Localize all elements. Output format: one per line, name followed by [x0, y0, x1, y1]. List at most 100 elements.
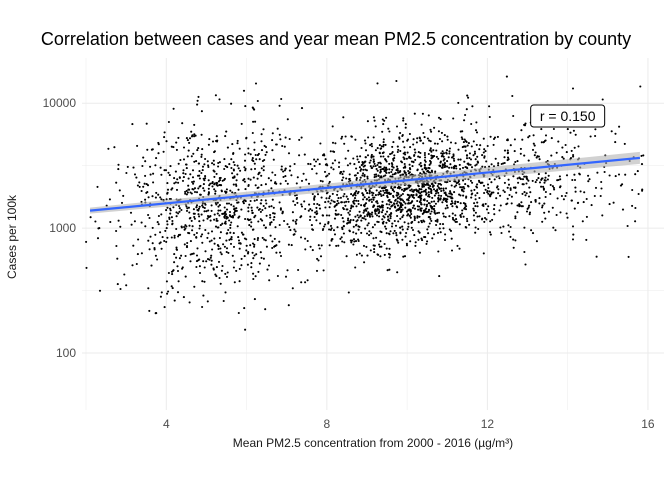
data-point: [397, 220, 400, 223]
data-point: [440, 131, 443, 134]
data-point: [85, 266, 88, 269]
data-point: [152, 172, 155, 175]
data-point: [332, 200, 335, 203]
data-point: [361, 192, 364, 195]
data-point: [163, 169, 166, 172]
data-point: [286, 182, 289, 185]
data-point: [198, 258, 201, 261]
data-point: [173, 234, 176, 237]
data-point: [496, 185, 499, 188]
data-point: [144, 160, 147, 163]
data-point: [249, 244, 252, 247]
data-point: [353, 163, 356, 166]
data-point: [201, 148, 204, 151]
data-point: [351, 239, 354, 242]
data-point: [387, 191, 391, 194]
data-point: [476, 183, 479, 186]
data-point: [258, 262, 261, 265]
data-point: [280, 165, 283, 168]
data-point: [550, 154, 553, 157]
data-point: [407, 225, 410, 228]
data-point: [247, 210, 250, 213]
data-point: [264, 207, 267, 210]
data-point: [436, 219, 439, 222]
data-point: [360, 254, 363, 257]
data-point: [440, 152, 443, 155]
data-point: [382, 168, 385, 171]
data-point: [390, 186, 393, 190]
data-point: [244, 328, 247, 331]
data-point: [382, 145, 385, 148]
data-point: [207, 179, 210, 182]
data-point: [422, 142, 425, 145]
data-point: [429, 160, 432, 164]
data-point: [442, 159, 445, 162]
data-point: [375, 200, 379, 203]
data-point: [406, 138, 410, 141]
data-point: [201, 169, 204, 172]
data-point: [254, 275, 257, 278]
data-point: [388, 247, 391, 250]
data-point: [593, 194, 596, 198]
data-point: [454, 214, 457, 217]
data-point: [193, 190, 197, 194]
data-point: [389, 217, 392, 220]
data-point: [356, 155, 359, 158]
data-point: [109, 220, 112, 224]
data-point: [252, 228, 255, 231]
data-point: [428, 208, 431, 212]
data-point: [281, 144, 284, 148]
data-point: [418, 137, 422, 140]
data-point: [448, 152, 451, 155]
data-point: [405, 242, 408, 245]
data-point: [271, 246, 274, 250]
data-point: [256, 177, 259, 180]
data-point: [251, 131, 254, 135]
data-point: [489, 233, 492, 236]
data-point: [464, 149, 467, 152]
data-point: [574, 186, 577, 189]
data-point: [431, 206, 434, 209]
data-point: [388, 171, 391, 174]
data-point: [357, 238, 360, 241]
data-point: [189, 191, 192, 194]
data-point: [200, 133, 203, 136]
data-point: [436, 231, 440, 234]
data-point: [470, 166, 474, 169]
data-point: [212, 159, 215, 162]
data-point: [509, 144, 512, 147]
data-point: [370, 200, 373, 204]
data-point: [292, 200, 295, 203]
data-point: [465, 195, 468, 198]
data-point: [184, 192, 187, 195]
data-point: [374, 212, 377, 215]
data-point: [186, 139, 189, 142]
data-point: [342, 195, 345, 198]
data-point: [262, 224, 266, 227]
data-point: [487, 186, 490, 190]
data-point: [196, 103, 199, 106]
data-point: [185, 137, 188, 140]
data-point: [260, 174, 263, 177]
data-point: [459, 202, 462, 205]
data-point: [382, 215, 385, 218]
data-point: [511, 94, 514, 98]
data-point: [483, 220, 486, 223]
data-point: [503, 156, 506, 159]
data-point: [239, 169, 242, 172]
data-point: [573, 207, 576, 210]
data-point: [443, 191, 446, 195]
data-point: [316, 193, 320, 196]
data-point: [359, 176, 362, 179]
data-point: [224, 165, 227, 168]
data-point: [300, 203, 303, 206]
data-point: [378, 245, 381, 248]
data-point: [370, 191, 373, 194]
data-point: [449, 229, 453, 232]
data-point: [603, 170, 606, 174]
data-point: [474, 158, 477, 161]
data-point: [399, 149, 402, 153]
data-point: [527, 179, 530, 182]
data-point: [437, 116, 441, 119]
data-point: [427, 216, 430, 219]
